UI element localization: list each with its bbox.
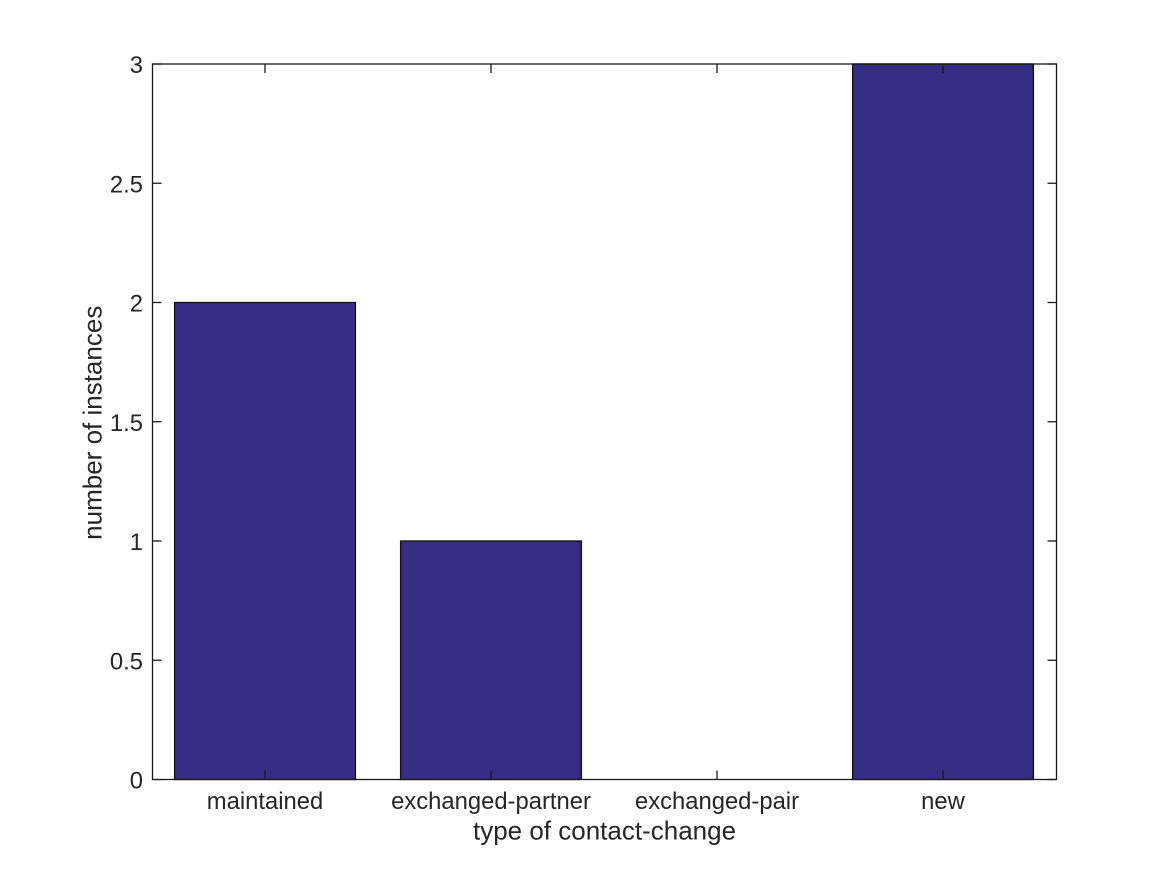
svg-text:2.5: 2.5	[110, 171, 143, 198]
svg-text:1: 1	[130, 529, 143, 556]
svg-text:type of contact-change: type of contact-change	[473, 816, 736, 846]
svg-text:0.5: 0.5	[110, 648, 143, 675]
svg-text:exchanged-partner: exchanged-partner	[391, 788, 591, 815]
svg-text:3: 3	[130, 52, 143, 79]
svg-text:maintained: maintained	[207, 788, 323, 815]
svg-text:exchanged-pair: exchanged-pair	[635, 788, 799, 815]
svg-text:0: 0	[130, 768, 143, 795]
svg-text:2: 2	[130, 291, 143, 318]
svg-text:new: new	[921, 788, 965, 815]
svg-text:1.5: 1.5	[110, 410, 143, 437]
svg-text:number of instances: number of instances	[78, 306, 108, 540]
